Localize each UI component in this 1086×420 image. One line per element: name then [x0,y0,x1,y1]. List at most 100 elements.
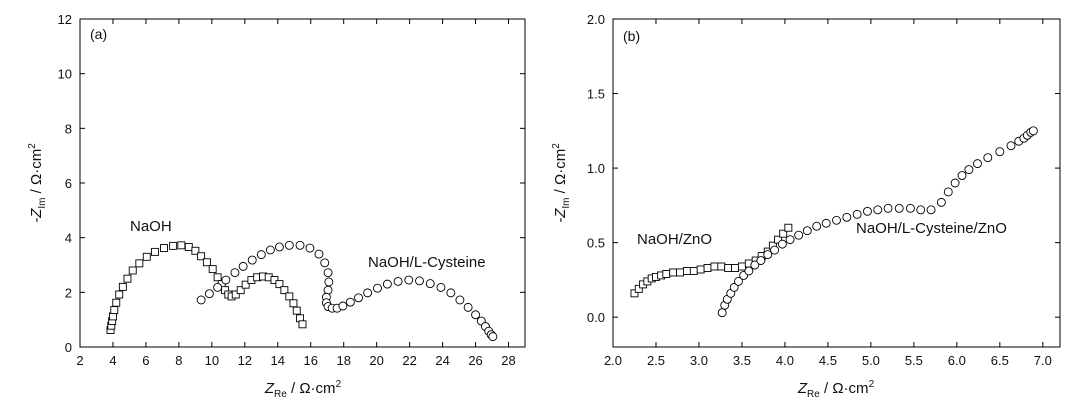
data-point-circle [305,243,315,253]
x-tick-label-b: 6.0 [948,353,966,368]
data-point-circle [983,153,993,163]
x-tick-label-b: 2.0 [604,353,622,368]
x-tick-label-a: 24 [435,353,449,368]
data-point-circle [821,218,831,228]
data-point-circle [936,197,946,207]
data-point-square [184,243,193,251]
data-point-circle [213,282,223,292]
annotation-naoh-l-cysteine-zno: NaOH/L-Cysteine/ZnO [856,220,1007,237]
data-point-circle [995,147,1005,157]
annotation-naoh: NaOH [130,218,172,235]
data-point-square [135,259,144,268]
y-tick-label-a: 6 [65,176,72,191]
y-axis-label-b: -ZIm / Ω·cm2 [551,143,572,223]
data-point-square [662,269,671,278]
x-tick-label-a: 18 [336,353,350,368]
data-point-square [123,274,132,283]
data-point-square [784,223,793,232]
x-tick-label-a: 2 [76,353,83,368]
data-point-square [128,266,137,275]
data-point-square [737,262,746,271]
x-tick-label-a: 12 [238,353,252,368]
data-point-circle [338,301,348,311]
data-point-square [630,289,639,298]
data-point-circle [393,276,403,286]
x-tick-label-a: 4 [109,353,116,368]
plot-frame-b [612,18,1061,348]
data-point-circle [314,249,324,259]
x-tick-label-a: 28 [501,353,515,368]
data-point-square [689,267,698,275]
x-tick-label-b: 2.5 [647,353,665,368]
y-axis-label-a: -ZIm / Ω·cm2 [27,143,48,223]
data-point-circle [957,171,967,180]
data-point-square [112,298,121,307]
panel-label-a: (a) [90,26,107,42]
data-point-square [669,268,678,277]
y-tick-label-a: 2 [65,285,72,300]
data-point-circle [463,302,473,312]
data-point-circle [943,187,953,197]
y-tick-label-a: 10 [58,67,72,82]
data-point-circle [812,221,822,231]
data-point-circle [230,268,240,278]
y-tick-label-b: 1.5 [587,87,605,102]
data-point-circle [794,230,804,240]
data-point-circle [455,295,465,305]
data-point-square [160,244,169,253]
data-point-circle [404,275,414,285]
data-point-square [197,252,206,261]
data-point-circle [717,308,727,318]
data-point-circle [221,275,231,285]
data-point-square [191,246,200,255]
data-point-square [110,306,119,315]
data-point-square [285,292,294,301]
data-point-square [202,258,211,267]
data-point-circle [256,250,266,260]
data-point-circle [1028,126,1038,136]
data-point-square [241,280,250,289]
y-tick-label-b: 0.5 [587,236,605,251]
data-point-circle [729,282,739,292]
data-point-circle [265,245,275,255]
data-point-square [151,247,159,256]
data-point-circle [323,285,333,295]
data-point-circle [247,255,257,265]
data-point-circle [777,239,787,249]
data-point-circle [436,282,446,292]
data-point-circle [873,205,883,215]
data-point-circle [295,240,305,250]
data-point-square [231,290,240,299]
data-point-circle [274,242,284,252]
x-tick-label-b: 7.0 [1034,353,1052,368]
data-point-circle [750,260,760,270]
data-point-circle [734,276,743,286]
x-tick-label-a: 8 [175,353,182,368]
y-tick-label-a: 4 [65,231,72,246]
data-point-circle [862,206,872,216]
data-point-square [208,265,217,274]
x-tick-label-b: 3.0 [690,353,708,368]
data-point-circle [883,203,893,213]
data-point-circle [415,276,424,286]
y-tick-label-b: 0.0 [587,310,605,325]
data-point-circle [926,205,936,215]
y-tick-label-a: 0 [65,340,72,355]
data-point-square [270,276,279,284]
data-point-square [682,267,691,275]
data-point-square [703,264,712,272]
data-point-circle [284,240,294,250]
data-point-circle [1006,141,1016,151]
panel-b: (b) 2.0 2.5 3.0 3.5 4.0 4.5 5.0 5.5 6.0 6.5 7.0 0.0… [551,12,1061,400]
panel-label-b: (b) [623,28,640,44]
data-point-circle [964,165,974,175]
x-axis-label-b: ZRe / Ω·cm2 [797,379,875,400]
data-point-circle [354,293,363,303]
data-point-square [292,306,301,315]
y-tick-label-b: 1.0 [587,161,605,176]
data-point-circle [852,209,862,219]
data-point-circle [373,283,382,293]
data-point-square [634,284,643,293]
data-point-square [142,252,151,261]
